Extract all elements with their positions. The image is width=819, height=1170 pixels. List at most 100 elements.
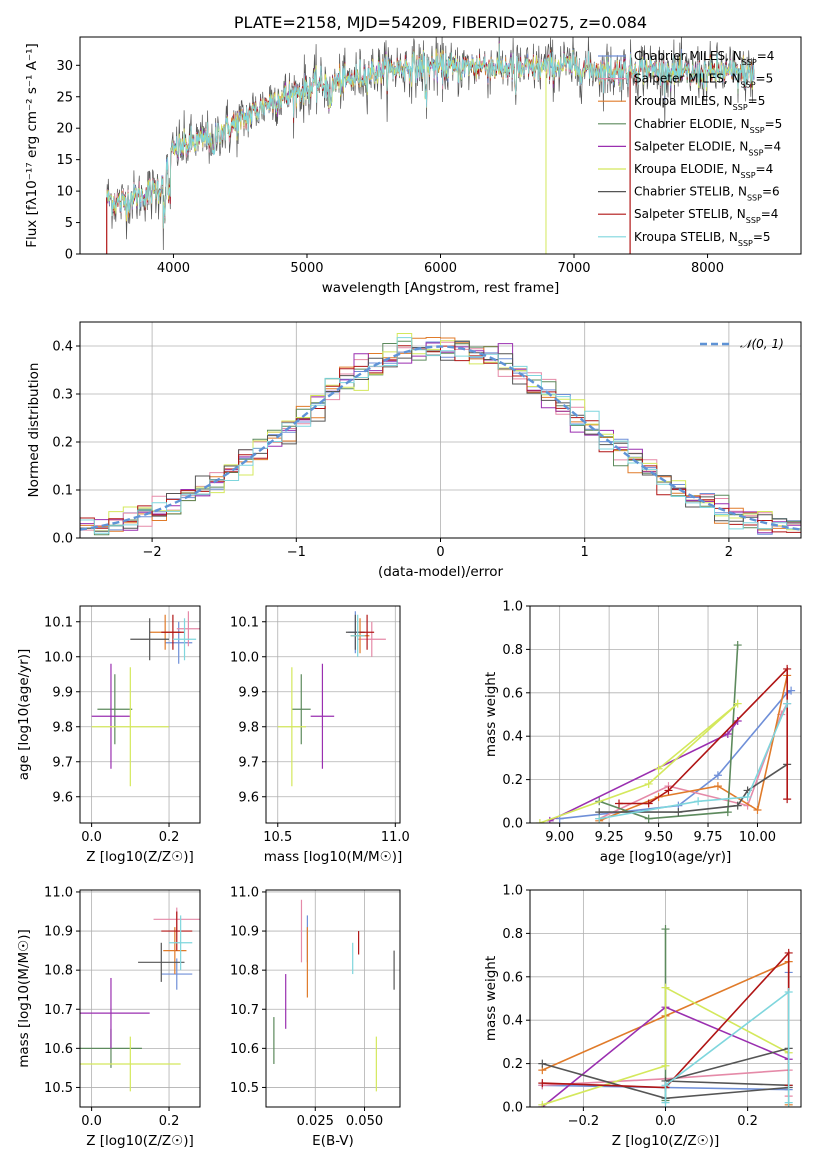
y-tick-label-0: 10.5: [230, 1081, 259, 1096]
marker-1: [644, 779, 653, 788]
y-tick-label-3: 9.9: [52, 685, 73, 700]
errorbar-salpeter-stelib: [161, 614, 185, 650]
marker-3: [733, 641, 742, 650]
errorbar-salpeter-stelib: [360, 614, 375, 650]
errorbar-salpeter-miles: [357, 621, 386, 657]
marker-2: [664, 786, 673, 795]
plot-area-age_vs_Z: [91, 611, 200, 787]
y-tick-label-5: 11.0: [230, 885, 259, 900]
y-tick-label-5: 11.0: [44, 885, 73, 900]
marker-0: [661, 925, 670, 934]
marker-0: [538, 1100, 547, 1107]
mw-line-chabrier-stelib: [595, 760, 792, 817]
marker-4: [787, 686, 796, 695]
legend-label-3: Chabrier ELODIE, NSSP=5: [634, 117, 782, 135]
errorbar-salpeter-stelib: [161, 911, 193, 951]
marker-3: [654, 764, 663, 773]
y-axis-label: age [log10(age/yr)]: [16, 649, 32, 781]
hist-salpeter-stelib: [80, 345, 801, 533]
legend-label-4: Salpeter ELODIE, NSSP=4: [634, 139, 781, 157]
y-tick-label-4: 10.9: [230, 925, 259, 940]
marker-1: [674, 808, 683, 817]
legend-label-1: Salpeter MILES, NSSP=5: [634, 72, 773, 90]
y-tick-label-4: 10.9: [44, 925, 73, 940]
errorbar-chabrier-elodie: [291, 674, 311, 745]
x-axis-label: E(B-V): [312, 1133, 354, 1149]
y-tick-label-2: 9.8: [238, 720, 259, 735]
x-tick-label-0: −2: [143, 545, 162, 560]
marker-1: [661, 1061, 670, 1070]
x-tick-label-2: 0.2: [737, 1114, 758, 1129]
y-tick-label-3: 0.3: [52, 388, 73, 403]
x-axis-label: age [log10(age/yr)]: [600, 849, 732, 865]
axes-frame: [265, 889, 401, 1108]
errorbar-salpeter-elodie: [80, 977, 150, 1049]
y-tick-label-4: 10.0: [44, 650, 73, 665]
marker-1: [694, 797, 703, 806]
y-tick-label-2: 0.4: [502, 730, 523, 745]
x-tick-label-4: 10.00: [739, 830, 776, 845]
y-tick-label-2: 10.7: [230, 1003, 259, 1018]
marker-0: [595, 814, 604, 823]
y-axis-label: mass weight: [483, 956, 499, 1041]
x-tick-label-0: 9.00: [545, 830, 574, 845]
axes-frame: [79, 36, 802, 255]
legend-label-8: Kroupa STELIB, NSSP=5: [634, 230, 771, 248]
y-tick-label-5: 25: [56, 90, 73, 105]
x-tick-label-0: 10.5: [263, 830, 292, 845]
plot-area-mw_vs_age: [535, 641, 796, 823]
hist-kroupa-stelib: [80, 337, 801, 534]
marker-2: [733, 801, 742, 810]
marker-2: [723, 808, 732, 817]
x-tick-label-4: 2: [725, 545, 733, 560]
axes-frame: [79, 605, 201, 824]
plot-area-age_vs_mass: [277, 611, 386, 787]
hist-chabrier-stelib: [80, 340, 801, 532]
errorbar-kroupa-elodie: [80, 1036, 181, 1092]
marker-3: [753, 805, 762, 814]
x-tick-label-1: 5000: [290, 261, 323, 276]
legend-label-6: Chabrier STELIB, NSSP=6: [634, 185, 780, 203]
x-tick-label-1: 11.0: [381, 830, 410, 845]
x-tick-label-1: 0.2: [159, 1114, 180, 1129]
x-tick-label-1: 9.25: [595, 830, 624, 845]
y-tick-label-3: 0.6: [502, 686, 523, 701]
errorbar-salpeter-elodie: [310, 663, 335, 769]
x-tick-label-1: −1: [287, 545, 306, 560]
x-tick-label-3: 9.75: [694, 830, 723, 845]
plot-area-spectrum: [106, 37, 755, 254]
y-tick-label-3: 15: [56, 153, 73, 168]
x-tick-label-2: 6000: [424, 261, 457, 276]
marker-1: [661, 1081, 670, 1090]
y-tick-label-0: 0: [65, 248, 73, 263]
legend: 𝒩(0, 1): [700, 337, 784, 351]
errorbar-salpeter-miles: [176, 611, 200, 647]
x-tick-label-2: 9.50: [644, 830, 673, 845]
marker-0: [661, 1098, 670, 1107]
axes-mass_vs_ebv: 0.025 0.050 10.5 10.6 10.7 10.8 10.9 11.0 E(B-V): [230, 885, 401, 1149]
marker-0: [538, 1079, 547, 1088]
y-tick-label-2: 9.8: [52, 720, 73, 735]
y-tick-label-2: 10: [56, 185, 73, 200]
marker-2: [733, 699, 742, 708]
x-axis-label: mass [log10(M/M☉)]: [264, 849, 403, 865]
legend: Chabrier MILES, NSSP=4 Salpeter MILES, NS…: [598, 49, 782, 247]
y-tick-label-4: 20: [56, 122, 73, 137]
y-tick-label-0: 9.6: [238, 790, 259, 805]
y-tick-label-2: 0.4: [502, 1014, 523, 1029]
y-tick-label-0: 0.0: [52, 532, 73, 547]
axes-spectrum: 4000 5000 6000 7000 8000 0 5 10 15 20 25 30 waveleng…: [24, 13, 802, 296]
marker-2: [713, 771, 722, 780]
y-tick-label-5: 1.0: [502, 884, 523, 899]
plot-area-residuals: [80, 333, 801, 536]
mw-line-kroupa-stelib: [595, 699, 792, 823]
axes-frame: [79, 321, 802, 539]
marker-0: [615, 799, 624, 808]
y-tick-label-5: 10.1: [230, 615, 259, 630]
axes-age_vs_Z: 0.0 0.2 9.6 9.7 9.8 9.9 10.0 10.1 Z [log10(Z/Z☉)…: [16, 605, 201, 865]
x-tick-label-0: 0.025: [297, 1114, 334, 1129]
marker-0: [535, 819, 544, 823]
marker-2: [733, 717, 742, 726]
marker-2: [743, 792, 752, 801]
